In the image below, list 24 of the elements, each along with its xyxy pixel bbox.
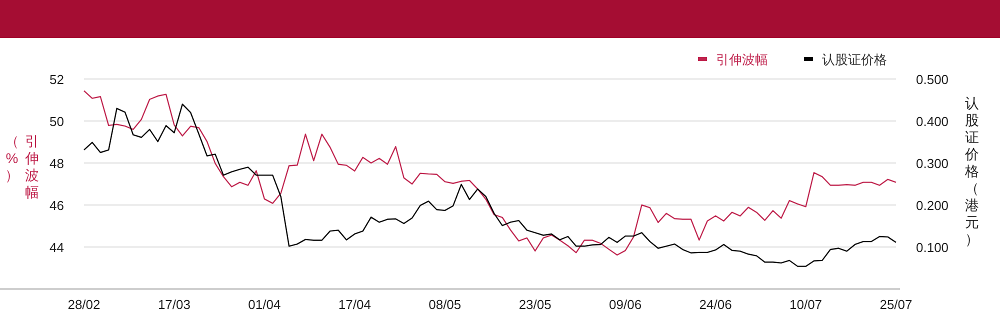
x-tick-label: 17/03 [158, 297, 190, 312]
y2-axis-title: 认股证价格（港元） [965, 95, 979, 247]
y-tick-label: 44 [50, 240, 64, 255]
legend-label: 引伸波幅 [716, 52, 768, 67]
x-tick-label: 23/05 [518, 297, 552, 312]
x-tick-label: 28/02 [68, 297, 100, 312]
y2-tick-label: 0.400 [916, 114, 949, 129]
x-tick-label: 25/07 [880, 297, 912, 312]
y2-tick-label: 0.500 [916, 72, 949, 87]
y2-tick-label: 0.300 [916, 156, 949, 171]
x-tick-label: 17/04 [338, 297, 371, 312]
y-tick-label: 50 [50, 114, 64, 129]
x-tick-label: 09/06 [609, 297, 642, 312]
y-axis-title: 引伸波幅（%） [5, 133, 39, 200]
y-tick-label: 46 [50, 198, 64, 213]
x-tick-label: 24/06 [699, 297, 732, 312]
legend-label: 认股证价格 [822, 52, 887, 67]
y2-tick-label: 0.200 [916, 198, 949, 213]
x-tick-label: 10/07 [790, 297, 822, 312]
y-tick-label: 52 [50, 72, 64, 87]
x-tick-label: 08/05 [428, 297, 462, 312]
x-tick-label: 01/04 [248, 297, 281, 312]
y2-tick-label: 0.100 [916, 240, 949, 255]
y-tick-label: 48 [50, 156, 64, 171]
